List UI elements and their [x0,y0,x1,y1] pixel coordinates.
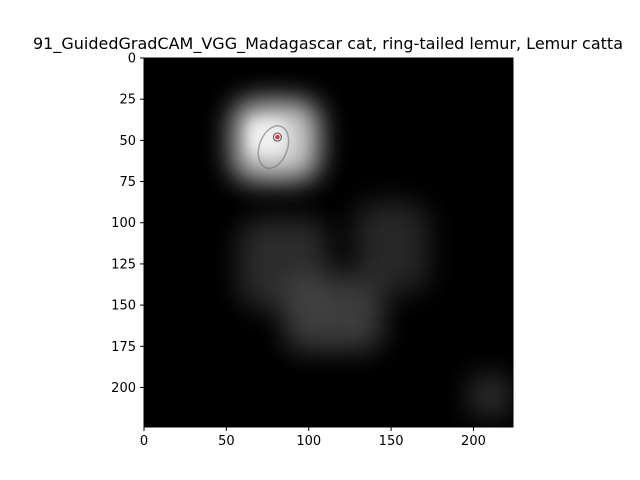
y-tick-label: 0 [128,52,136,67]
x-tick-label: 50 [218,434,235,449]
x-tick-label: 100 [296,434,321,449]
heatmap-hotspot [354,202,429,293]
plot-frame [143,57,514,428]
y-tick-label: 175 [111,340,136,355]
heatmap-plot-area [144,58,513,427]
focus-point [275,134,280,140]
y-tick-label: 125 [111,257,136,272]
y-tick-label: 200 [111,381,136,396]
heatmap-hotspot [469,375,511,417]
y-tick-label: 50 [119,134,136,149]
y-axis: 0 25 50 75 100 125 150 175 200 [111,52,144,396]
chart-title: 91_GuidedGradCAM_VGG_Madagascar cat, rin… [33,34,623,54]
x-tick-label: 200 [461,434,486,449]
x-tick-label: 0 [140,434,148,449]
y-tick-label: 75 [119,175,136,190]
x-axis: 0 50 100 150 200 [140,427,486,449]
y-tick-label: 25 [119,93,136,108]
x-tick-label: 150 [379,434,404,449]
y-tick-label: 100 [111,216,136,231]
heatmap-hotspot [238,218,330,310]
focus-ring [272,132,283,142]
heatmap-hotspot [249,120,286,154]
heatmap-focus [257,125,290,170]
focus-outline [257,125,290,170]
y-tick-label: 150 [111,299,136,314]
